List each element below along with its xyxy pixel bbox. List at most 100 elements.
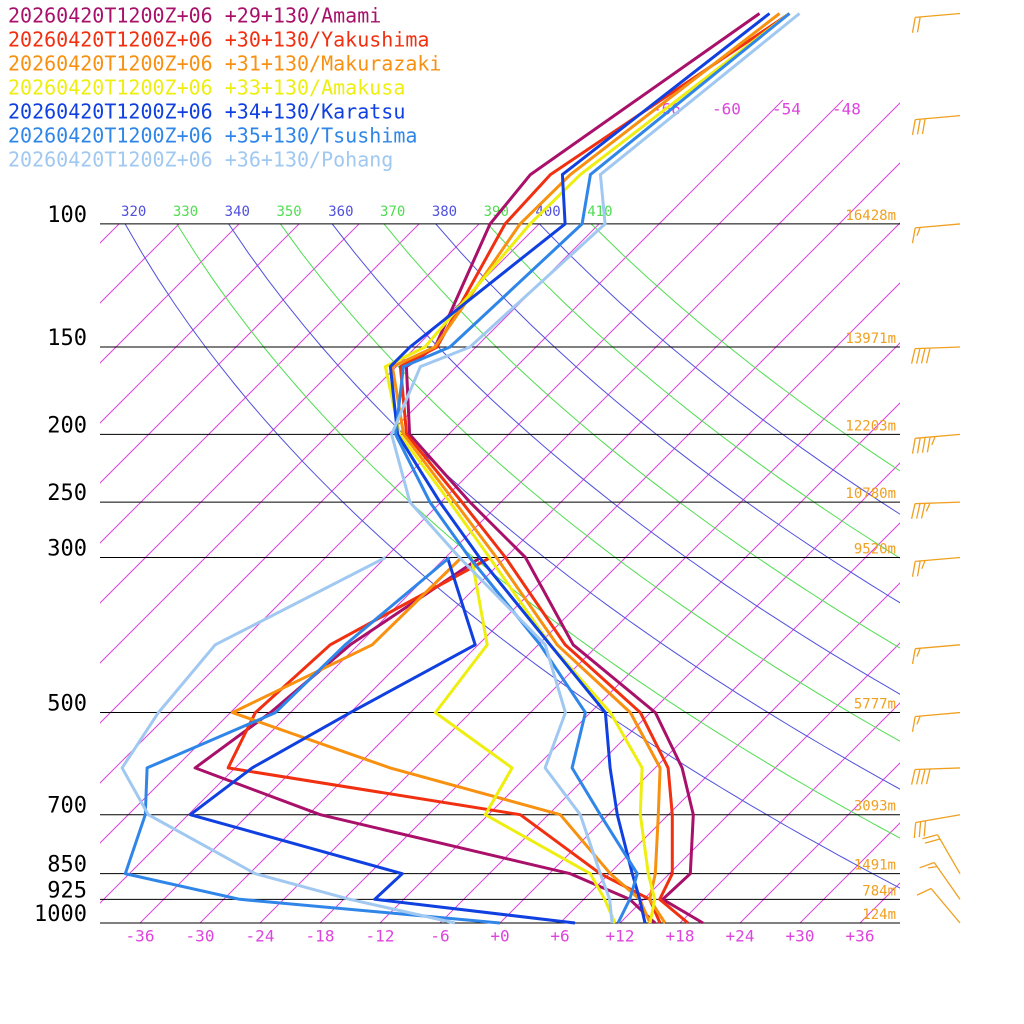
height-label: 3093m — [854, 799, 896, 815]
dewpoint-line — [123, 556, 501, 925]
temperature-line — [394, 12, 791, 924]
wind-barb — [911, 115, 961, 136]
legend-entry: 20260420T1200Z+06 +34+130/Karatsu — [8, 100, 405, 124]
dry-adiabat — [228, 224, 900, 790]
top-isotherm-label: -60 — [712, 100, 741, 119]
x-tick-label: +12 — [606, 927, 635, 946]
isotherm — [100, 100, 900, 923]
legend-entry: 20260420T1200Z+06 +29+130/Amami — [8, 4, 381, 28]
isotherm — [259, 100, 900, 923]
theta-label: 380 — [432, 204, 457, 220]
isotherm — [100, 100, 364, 923]
wind-barb — [910, 346, 961, 364]
isotherm-layer — [100, 100, 900, 923]
theta-label: 360 — [328, 204, 353, 220]
isotherm — [439, 100, 900, 923]
temperature-line — [398, 12, 791, 925]
pressure-label: 1000 — [34, 902, 87, 927]
isotherm — [379, 100, 900, 923]
isotherm — [100, 100, 604, 923]
x-tick-label: -36 — [126, 927, 155, 946]
dry-adiabat — [176, 224, 900, 839]
dewpoint-line — [230, 556, 652, 924]
top-isotherm-label: -54 — [772, 100, 801, 119]
temperature-line — [383, 12, 791, 924]
legend-entry: 20260420T1200Z+06 +36+130/Pohang — [8, 148, 393, 172]
dry-adiabat — [124, 224, 900, 889]
top-isotherm-label: -48 — [832, 100, 861, 119]
x-tick-label: -6 — [430, 927, 449, 946]
wind-barb — [911, 223, 961, 244]
wind-barb — [911, 711, 961, 732]
wind-barb — [911, 644, 961, 665]
isotherm — [100, 100, 844, 923]
isotherm — [100, 100, 484, 923]
isotherm — [100, 100, 244, 923]
isotherm — [139, 100, 900, 923]
dewpoint-line — [193, 556, 657, 925]
wind-barb — [911, 433, 961, 454]
isotherm — [100, 100, 544, 923]
temperature-line — [390, 12, 781, 924]
dry-adiabat — [383, 224, 900, 649]
height-label: 784m — [862, 883, 896, 899]
x-tick-label: -30 — [186, 927, 215, 946]
x-tick-label: +36 — [846, 927, 875, 946]
isotherm — [679, 100, 900, 923]
pressure-label: 925 — [47, 878, 87, 903]
x-tick-label: +30 — [786, 927, 815, 946]
wind-barb — [911, 556, 961, 577]
height-label: 124m — [862, 907, 896, 923]
wind-barb — [910, 767, 961, 785]
dewpoint-line — [226, 556, 662, 924]
isotherm — [100, 100, 784, 923]
dry-adiabat — [331, 224, 900, 695]
theta-label: 330 — [173, 204, 198, 220]
x-tick-label: +24 — [726, 927, 755, 946]
wind-barb — [922, 834, 961, 874]
wind-barb — [910, 501, 961, 519]
x-tick-label: -24 — [246, 927, 275, 946]
dewpoint-line — [188, 557, 576, 925]
dewpoint-line — [433, 557, 617, 924]
pressure-label: 500 — [47, 692, 87, 717]
wind-barb — [919, 861, 961, 900]
isotherm — [499, 100, 900, 923]
theta-layer — [124, 224, 900, 889]
height-label: 10780m — [845, 486, 896, 502]
legend-entry: 20260420T1200Z+06 +31+130/Makurazaki — [8, 52, 441, 76]
height-label: 9520m — [854, 541, 896, 557]
x-tick-label: -12 — [366, 927, 395, 946]
pressure-label: 700 — [47, 794, 87, 819]
temperature-line — [390, 12, 801, 924]
theta-label: 350 — [276, 204, 301, 220]
x-tick-label: +18 — [666, 927, 695, 946]
pressure-label: 100 — [47, 203, 87, 228]
pressure-label: 850 — [47, 853, 87, 878]
pressure-label: 150 — [47, 326, 87, 351]
isotherm — [619, 100, 900, 923]
height-label: 16428m — [845, 208, 896, 224]
isotherm — [559, 100, 900, 923]
theta-label: 340 — [225, 204, 250, 220]
x-tick-label: +6 — [550, 927, 569, 946]
wind-barb — [916, 887, 961, 924]
legend-entry: 20260420T1200Z+06 +35+130/Tsushima — [8, 124, 417, 148]
temperature-line — [404, 12, 761, 925]
isotherm — [739, 100, 900, 923]
pressure-label: 200 — [47, 413, 87, 438]
theta-label: 410 — [587, 204, 612, 220]
legend-entry: 20260420T1200Z+06 +33+130/Amakusa — [8, 76, 405, 100]
x-tick-label: -18 — [306, 927, 335, 946]
theta-label: 320 — [121, 204, 146, 220]
height-label: 12203m — [845, 418, 896, 434]
dry-adiabat — [590, 224, 900, 472]
height-label: 5777m — [854, 697, 896, 713]
legend-entry: 20260420T1200Z+06 +30+130/Yakushima — [8, 28, 429, 52]
isotherm — [100, 100, 664, 923]
isotherm — [100, 100, 724, 923]
theta-label: 370 — [380, 204, 405, 220]
pressure-label: 300 — [47, 536, 87, 561]
